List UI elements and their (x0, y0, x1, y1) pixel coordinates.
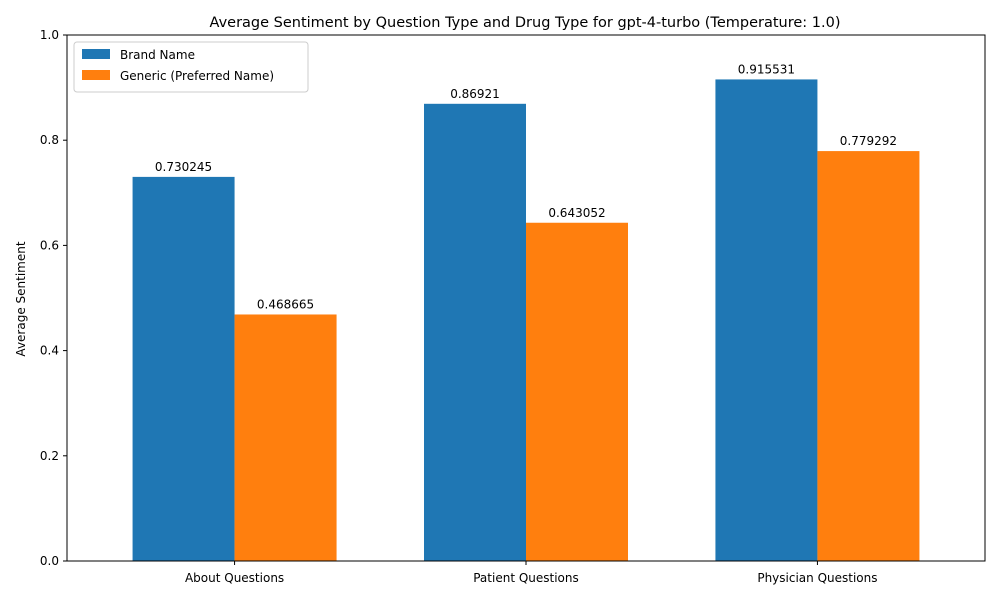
bar (234, 314, 337, 561)
legend-swatch (82, 49, 110, 59)
axes-frame (66, 34, 986, 562)
y-tick-label: 0.0 (40, 554, 59, 568)
y-tick-label: 0.4 (40, 344, 59, 358)
bar (424, 103, 526, 562)
legend-swatch (82, 70, 110, 80)
y-tick-label: 0.2 (40, 449, 59, 463)
y-tick-label: 1.0 (40, 28, 59, 42)
data-label: 0.468665 (257, 297, 314, 311)
x-tick-label: Physician Questions (757, 571, 877, 585)
legend-box (73, 41, 309, 93)
y-tick-label: 0.8 (40, 133, 59, 147)
x-tick-label: Patient Questions (473, 571, 579, 585)
x-tick-label: About Questions (185, 571, 284, 585)
bar (715, 79, 818, 562)
data-label: 0.730245 (155, 160, 212, 174)
bar (132, 176, 235, 561)
y-axis-label: Average Sentiment (14, 241, 28, 356)
bar (526, 222, 628, 561)
chart-title: Average Sentiment by Question Type and D… (210, 15, 841, 31)
data-label: 0.779292 (840, 134, 897, 148)
y-tick-label: 0.6 (40, 238, 59, 252)
data-label: 0.86921 (450, 87, 500, 101)
data-label: 0.643052 (548, 206, 605, 220)
legend-label: Brand Name (120, 48, 195, 62)
plot-area: 0.730245 0.468665 About Questions 0.86921 0.… (40, 28, 986, 585)
legend: Brand Name Generic (Preferred Name) (73, 41, 309, 93)
bar (817, 151, 920, 561)
legend-label: Generic (Preferred Name) (120, 69, 274, 83)
data-label: 0.915531 (738, 62, 795, 76)
